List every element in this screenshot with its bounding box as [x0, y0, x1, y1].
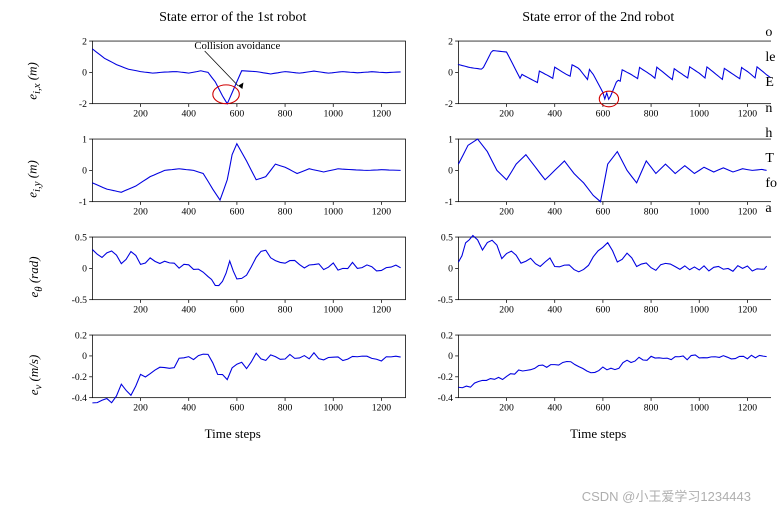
- panel-r2-c0: eθ (rad)-0.500.520040060080010001200: [60, 232, 406, 322]
- svg-text:800: 800: [643, 403, 658, 414]
- svg-text:400: 400: [181, 207, 196, 218]
- svg-text:200: 200: [133, 403, 148, 414]
- svg-text:0: 0: [448, 264, 453, 275]
- svg-text:1200: 1200: [737, 207, 757, 218]
- svg-text:800: 800: [278, 109, 293, 120]
- panel-r2-c1: -0.5 0 0.5 200 400 600 800 1000 1200: [426, 232, 772, 322]
- svg-text:600: 600: [230, 109, 245, 120]
- svg-text:1200: 1200: [737, 109, 757, 120]
- svg-text:-2: -2: [79, 99, 87, 110]
- panel-r1-c1: -10120040060080010001200: [426, 134, 772, 224]
- svg-text:-1: -1: [79, 197, 87, 208]
- svg-text:0: 0: [82, 264, 87, 275]
- svg-text:800: 800: [643, 305, 658, 316]
- svg-text:-0.2: -0.2: [72, 372, 88, 383]
- ylabel: eθ (rad): [26, 256, 45, 297]
- svg-text:600: 600: [595, 403, 610, 414]
- svg-text:1200: 1200: [372, 305, 392, 316]
- col2-title: State error of the 2nd robot: [426, 10, 772, 26]
- svg-text:1000: 1000: [324, 109, 344, 120]
- svg-text:0: 0: [82, 351, 87, 362]
- svg-text:1200: 1200: [737, 403, 757, 414]
- column-robot2: State error of the 2nd robot -2 0 2 200 400 6…: [426, 10, 772, 442]
- chart-grid: State error of the 1st robot ei,x (m)-20…: [60, 10, 771, 442]
- ylabel: ei,x (m): [25, 62, 44, 100]
- panel-r0-c1: -2 0 2 200 400 600 800 1000 1200: [426, 36, 772, 126]
- cropped-sidetext: oleEnhTfoa: [765, 20, 777, 222]
- svg-text:1000: 1000: [324, 207, 344, 218]
- svg-text:400: 400: [547, 403, 562, 414]
- svg-text:800: 800: [643, 207, 658, 218]
- column-robot1: State error of the 1st robot ei,x (m)-20…: [60, 10, 406, 442]
- svg-text:-0.5: -0.5: [72, 295, 88, 306]
- xlabel: Time steps: [426, 426, 772, 442]
- watermark-text: CSDN @小王爱学习1234443: [582, 486, 751, 505]
- svg-text:1200: 1200: [737, 305, 757, 316]
- svg-text:400: 400: [547, 305, 562, 316]
- svg-text:1200: 1200: [372, 109, 392, 120]
- svg-text:400: 400: [181, 305, 196, 316]
- svg-text:600: 600: [595, 207, 610, 218]
- svg-text:200: 200: [133, 207, 148, 218]
- svg-text:800: 800: [278, 207, 293, 218]
- svg-text:800: 800: [643, 109, 658, 120]
- svg-text:0.2: 0.2: [440, 330, 452, 341]
- ylabel: ev (m/s): [26, 355, 45, 396]
- svg-text:0: 0: [448, 351, 453, 362]
- svg-text:1: 1: [448, 134, 453, 145]
- svg-text:-0.2: -0.2: [437, 372, 453, 383]
- svg-text:800: 800: [278, 403, 293, 414]
- svg-text:1000: 1000: [689, 305, 709, 316]
- svg-text:0.5: 0.5: [75, 232, 87, 243]
- svg-text:400: 400: [547, 109, 562, 120]
- svg-text:600: 600: [595, 109, 610, 120]
- svg-text:200: 200: [499, 207, 514, 218]
- svg-text:-0.4: -0.4: [437, 393, 453, 404]
- svg-text:1000: 1000: [689, 207, 709, 218]
- svg-text:400: 400: [547, 207, 562, 218]
- xlabel: Time steps: [60, 426, 406, 442]
- svg-text:400: 400: [181, 109, 196, 120]
- svg-text:0: 0: [82, 68, 87, 79]
- svg-text:Collision avoidance: Collision avoidance: [194, 40, 280, 52]
- svg-text:2: 2: [448, 36, 453, 47]
- svg-text:1000: 1000: [324, 403, 344, 414]
- svg-text:0.2: 0.2: [75, 330, 87, 341]
- svg-text:0: 0: [448, 166, 453, 177]
- svg-text:600: 600: [230, 403, 245, 414]
- svg-text:200: 200: [133, 305, 148, 316]
- svg-text:2: 2: [82, 36, 87, 47]
- svg-text:200: 200: [133, 109, 148, 120]
- svg-text:0: 0: [448, 68, 453, 79]
- svg-text:1000: 1000: [324, 305, 344, 316]
- panel-r3-c0: ev (m/s)-0.4-0.200.220040060080010001200: [60, 330, 406, 420]
- svg-text:1200: 1200: [372, 207, 392, 218]
- svg-text:600: 600: [595, 305, 610, 316]
- ylabel: ei,y (m): [25, 160, 44, 198]
- svg-text:-0.4: -0.4: [72, 393, 88, 404]
- svg-text:1000: 1000: [689, 109, 709, 120]
- svg-text:800: 800: [278, 305, 293, 316]
- panel-r3-c1: -0.4 -0.2 0 0.2 200 400 600 800 1000 1200: [426, 330, 772, 420]
- panel-r1-c0: ei,y (m)-10120040060080010001200: [60, 134, 406, 224]
- svg-text:200: 200: [499, 305, 514, 316]
- svg-text:1200: 1200: [372, 403, 392, 414]
- svg-text:1000: 1000: [689, 403, 709, 414]
- panel-r0-c0: ei,x (m)-20220040060080010001200Collisio…: [60, 36, 406, 126]
- svg-text:200: 200: [499, 403, 514, 414]
- col1-title: State error of the 1st robot: [60, 10, 406, 26]
- svg-text:-0.5: -0.5: [437, 295, 453, 306]
- svg-text:200: 200: [499, 109, 514, 120]
- svg-text:-1: -1: [444, 197, 452, 208]
- svg-text:400: 400: [181, 403, 196, 414]
- svg-text:0.5: 0.5: [440, 232, 452, 243]
- svg-text:-2: -2: [444, 99, 452, 110]
- svg-text:0: 0: [82, 166, 87, 177]
- svg-text:600: 600: [230, 305, 245, 316]
- svg-text:1: 1: [82, 134, 87, 145]
- svg-text:600: 600: [230, 207, 245, 218]
